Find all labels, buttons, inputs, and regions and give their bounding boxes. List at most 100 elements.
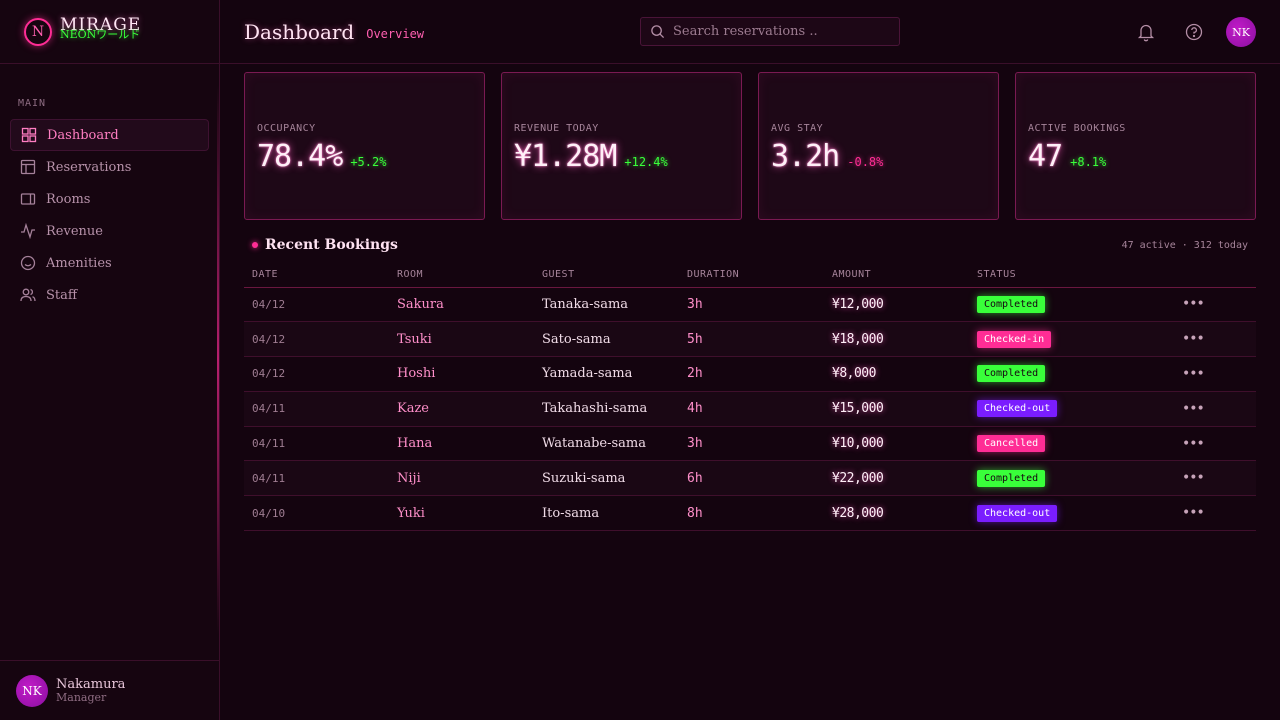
column-header-amount[interactable]: AMOUNT — [824, 262, 969, 288]
user-profile[interactable]: NK Nakamura Manager — [0, 660, 219, 720]
cell-duration: 3h — [679, 426, 824, 462]
cell-guest: Sato-sama — [534, 321, 679, 358]
stat-label: REVENUE TODAY — [514, 123, 599, 134]
cell-status: Checked-out — [969, 391, 1174, 427]
column-header-guest[interactable]: GUEST — [534, 262, 679, 288]
cell-amount: ¥22,000 — [824, 460, 969, 497]
stat-card-avg-stay[interactable]: AVG STAY 3.2h -0.8% — [758, 72, 999, 220]
bell-icon[interactable] — [1136, 22, 1156, 42]
section-title: Recent Bookings — [265, 237, 398, 253]
stat-card-revenue[interactable]: REVENUE TODAY ¥1.28M +12.4% — [501, 72, 742, 220]
stat-delta: +5.2% — [350, 155, 387, 169]
more-actions-icon[interactable]: ••• — [1174, 321, 1256, 358]
stat-card-occupancy[interactable]: OCCUPANCY 78.4% +5.2% — [244, 72, 485, 220]
cell-status: Completed — [969, 356, 1174, 392]
cell-room[interactable]: Kaze — [389, 391, 534, 427]
header: Dashboard Overview NK — [220, 0, 1280, 64]
cell-date: 04/11 — [244, 426, 389, 462]
table-row[interactable]: 04/12 Hoshi Yamada-sama 2h ¥8,000 Completed ••… — [244, 356, 1256, 392]
table-row[interactable]: 04/11 Hana Watanabe-sama 3h ¥10,000 Cancelled… — [244, 426, 1256, 462]
user-role: Manager — [56, 690, 107, 704]
cell-guest: Watanabe-sama — [534, 426, 679, 462]
cell-date: 04/10 — [244, 495, 389, 532]
more-actions-icon[interactable]: ••• — [1174, 391, 1256, 427]
cell-room[interactable]: Yuki — [389, 495, 534, 532]
stat-label: AVG STAY — [771, 123, 824, 134]
sidebar-item-reservations[interactable]: Reservations — [10, 151, 209, 183]
cell-duration: 8h — [679, 495, 824, 532]
cell-guest: Yamada-sama — [534, 356, 679, 392]
more-actions-icon[interactable]: ••• — [1174, 356, 1256, 392]
table-row[interactable]: 04/11 Niji Suzuki-sama 6h ¥22,000 Completed ••… — [244, 460, 1256, 497]
cell-status: Completed — [969, 287, 1174, 323]
cell-status: Completed — [969, 460, 1174, 497]
cell-amount: ¥8,000 — [824, 356, 969, 392]
more-actions-icon[interactable]: ••• — [1174, 495, 1256, 532]
cell-status: Checked-out — [969, 495, 1174, 532]
search-box[interactable] — [640, 17, 900, 46]
column-header-room[interactable]: ROOM — [389, 262, 534, 288]
sidebar-item-rooms[interactable]: Rooms — [10, 183, 209, 215]
stat-value: ¥1.28M — [514, 139, 617, 174]
cell-amount: ¥12,000 — [824, 287, 969, 323]
cell-amount: ¥28,000 — [824, 495, 969, 532]
stat-label: ACTIVE BOOKINGS — [1028, 123, 1126, 134]
cell-room[interactable]: Hoshi — [389, 356, 534, 392]
cell-duration: 5h — [679, 321, 824, 358]
status-badge: Checked-out — [977, 400, 1058, 418]
column-header-actions — [1174, 262, 1256, 288]
search-icon — [651, 25, 665, 39]
cell-guest: Takahashi-sama — [534, 391, 679, 427]
bookings-header: Recent Bookings 47 active · 312 today — [252, 235, 1248, 255]
stat-card-active-bookings[interactable]: ACTIVE BOOKINGS 47 +8.1% — [1015, 72, 1256, 220]
smile-icon — [20, 255, 36, 271]
status-badge: Completed — [977, 469, 1046, 487]
column-header-date[interactable]: DATE — [244, 262, 389, 288]
help-icon[interactable] — [1184, 22, 1204, 42]
cell-date: 04/12 — [244, 321, 389, 358]
cell-room[interactable]: Niji — [389, 460, 534, 497]
status-badge: Checked-out — [977, 504, 1058, 522]
cell-room[interactable]: Hana — [389, 426, 534, 462]
sidebar-item-staff[interactable]: Staff — [10, 279, 209, 311]
status-badge: Completed — [977, 295, 1046, 313]
stat-cards: OCCUPANCY 78.4% +5.2% REVENUE TODAY ¥1.28… — [244, 72, 1256, 220]
table-row[interactable]: 04/11 Kaze Takahashi-sama 4h ¥15,000 Checked-… — [244, 391, 1256, 427]
more-actions-icon[interactable]: ••• — [1174, 287, 1256, 323]
sidebar-item-label: Amenities — [46, 255, 112, 271]
table-row[interactable]: 04/12 Tsuki Sato-sama 5h ¥18,000 Checked-in ••… — [244, 321, 1256, 358]
sidebar-item-dashboard[interactable]: Dashboard — [10, 119, 209, 151]
table-row[interactable]: 04/10 Yuki Ito-sama 8h ¥28,000 Checked-out ••• — [244, 495, 1256, 532]
sidebar-item-amenities[interactable]: Amenities — [10, 247, 209, 279]
sidebar-item-label: Staff — [46, 287, 78, 303]
status-badge: Checked-in — [977, 330, 1052, 348]
cell-date: 04/11 — [244, 391, 389, 427]
page-title: Dashboard — [244, 19, 355, 44]
sidebar-item-revenue[interactable]: Revenue — [10, 215, 209, 247]
door-icon — [20, 193, 36, 205]
sidebar-item-label: Revenue — [46, 223, 103, 239]
search-input[interactable] — [673, 24, 893, 39]
sidebar: N MIRAGE NEONワールド MAIN Dashboard Reserva… — [0, 0, 220, 720]
cell-date: 04/12 — [244, 356, 389, 392]
cell-room[interactable]: Tsuki — [389, 321, 534, 358]
column-header-status[interactable]: STATUS — [969, 262, 1174, 288]
nav-section-label: MAIN — [18, 98, 47, 109]
user-name: Nakamura — [56, 676, 126, 692]
cell-duration: 6h — [679, 460, 824, 497]
cell-guest: Ito-sama — [534, 495, 679, 532]
layout-icon — [20, 159, 36, 175]
cell-guest: Tanaka-sama — [534, 287, 679, 323]
sidebar-nav: Dashboard Reservations Rooms Revenue Ame… — [0, 119, 219, 311]
column-header-duration[interactable]: DURATION — [679, 262, 824, 288]
users-icon — [20, 288, 36, 302]
cell-room[interactable]: Sakura — [389, 287, 534, 323]
table-row[interactable]: 04/12 Sakura Tanaka-sama 3h ¥12,000 Completed… — [244, 287, 1256, 323]
header-avatar[interactable]: NK — [1226, 17, 1256, 47]
cell-amount: ¥15,000 — [824, 391, 969, 427]
brand[interactable]: N MIRAGE NEONワールド — [0, 0, 219, 64]
more-actions-icon[interactable]: ••• — [1174, 460, 1256, 497]
cell-amount: ¥18,000 — [824, 321, 969, 358]
table-header-row: DATE ROOM GUEST DURATION AMOUNT STATUS — [244, 262, 1256, 288]
more-actions-icon[interactable]: ••• — [1174, 426, 1256, 462]
